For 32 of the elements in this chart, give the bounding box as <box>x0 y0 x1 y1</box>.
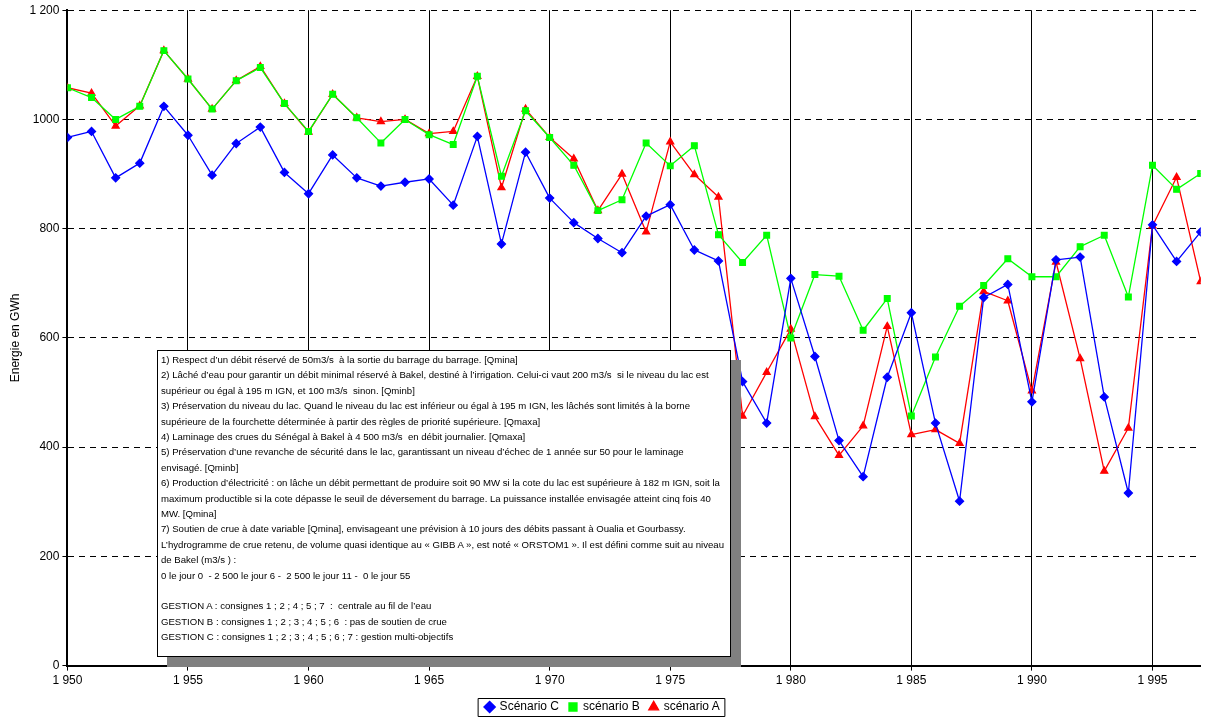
x-tick-label: 1 960 <box>293 673 324 688</box>
annotation: 3) Préservation du niveau du lac. Quand le niveau du lac est inférieur ou égal à 195 m IGN, les lâchés sont limités à la borne supérieure de la fourchette déterminée à partir des règles de priorité supérieure. [Qmaxa] <box>161 399 692 429</box>
annotation: 6) Production d’électricité : on lâche un débit permettant de produire soit 90 MW si la cote du lac est supérieure à 182 m IGN, soit la maximum productible si la cote dépasse le seuil de déversement du barrage. La puissance installée envisagée atteint cinq fois 40 MW. [Qmina] <box>161 476 721 522</box>
annotation: 7) Soutien de crue à date variable [Qmina], envisageant une prévision à 10 jours des débits passant à Oualia et Gourbassy. L’hydrogramme de crue retenu, de volume quasi identique au « GIBB A », est noté « ORSTOM1 ». Il est défini comme suit au niveau de Bakel (m3/s ) : <box>161 522 725 568</box>
annotation: 1) Respect d’un débit réservé de 50m3/s à la sortie du barrage du barrage. [Qmina] <box>161 353 519 367</box>
legend-label: Scénario C <box>499 699 560 714</box>
x-tick-label: 1 990 <box>1016 673 1048 688</box>
annotation: GESTION B : consignes 1 ; 2 ; 3 ; 4 ; 5 ; 6 : pas de soutien de crue <box>161 614 448 629</box>
y-tick-label: 1000 <box>32 111 60 126</box>
x-tick-label: 1 995 <box>1137 673 1168 688</box>
x-tick-label: 1 970 <box>534 673 566 688</box>
legend-label: scénario B <box>582 699 640 714</box>
x-tick-label: 1 955 <box>172 673 204 688</box>
annotation: GESTION A : consignes 1 ; 2 ; 4 ; 5 ; 7 : centrale au fil de l’eau <box>161 599 433 614</box>
x-tick-label: 1 975 <box>655 673 686 688</box>
x-tick-label: 1 965 <box>414 673 445 688</box>
y-tick-label: 600 <box>39 330 60 345</box>
y-tick-label: 800 <box>39 220 60 235</box>
annotation: 5) Préservation d’une revanche de sécurité dans le lac, garantissant un niveau d’échec de 1 année sur 50 pour le laminage envisagé. [Qminb] <box>161 445 685 475</box>
y-axis-title: Energie en GWh <box>7 293 22 383</box>
y-tick-label: 0 <box>52 657 60 672</box>
y-tick-label: 200 <box>39 548 60 563</box>
y-tick-label: 400 <box>39 439 60 454</box>
x-tick-label: 1 985 <box>896 673 927 688</box>
annotation: 2) Lâché d’eau pour garantir un débit minimal réservé à Bakel, destiné à l’irrigation. Celui-ci vaut 200 m3/s si le niveau du lac est supérieur ou égal à 195 m IGN, et 100 m3/s sinon. [Qminb] <box>161 368 710 398</box>
annotation: 4) Laminage des crues du Sénégal à Bakel à 4 500 m3/s en débit journalier. [Qmaxa] <box>161 430 527 445</box>
annotation: 0 le jour 0 - 2 500 le jour 6 - 2 500 le jour 11 - 0 le jour 55 <box>161 568 412 583</box>
annotation: GESTION C : consignes 1 ; 2 ; 3 ; 4 ; 5 ; 6 ; 7 : gestion multi-objectifs <box>161 629 455 644</box>
legend-label: scénario A <box>663 699 720 714</box>
x-tick-label: 1 950 <box>52 673 83 688</box>
x-tick-label: 1 980 <box>775 673 807 688</box>
y-tick-label: 1 200 <box>29 2 60 17</box>
